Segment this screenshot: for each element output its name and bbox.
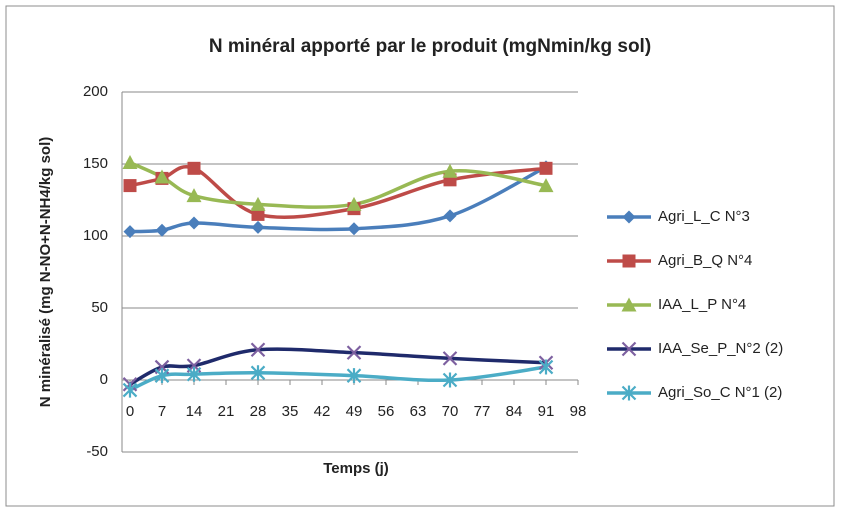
data-point [538, 359, 554, 375]
y-tick-label: 0 [100, 371, 108, 388]
legend-marker [622, 210, 636, 224]
y-tick-label: 100 [83, 227, 108, 244]
x-axis-title: Temps (j) [323, 460, 389, 477]
chart-title: N minéral apporté par le produit (mgNmin… [209, 36, 651, 57]
y-tick-label: 50 [91, 299, 108, 316]
x-tick-label: 84 [506, 403, 523, 420]
legend-label: Agri_So_C N°1 (2) [658, 384, 782, 401]
x-tick-label: 28 [250, 403, 267, 420]
data-point [346, 368, 362, 384]
data-point [154, 169, 170, 184]
legend-label: Agri_B_Q N°4 [658, 252, 752, 269]
x-tick-label: 49 [346, 403, 363, 420]
data-point [123, 179, 137, 193]
y-axis-title: N minéralisé (mg N-NO+N-NH4/kg sol) [37, 137, 54, 407]
data-point [346, 196, 362, 211]
x-tick-label: 14 [186, 403, 203, 420]
x-tick-label: 70 [442, 403, 459, 420]
data-point [539, 161, 553, 175]
data-point [538, 178, 554, 193]
x-tick-label: 91 [538, 403, 555, 420]
x-tick-label: 42 [314, 403, 331, 420]
data-point [442, 351, 458, 366]
data-point [186, 366, 202, 382]
data-point [251, 207, 265, 221]
x-tick-label: 63 [410, 403, 427, 420]
x-tick-label: 7 [158, 403, 166, 420]
x-tick-label: 77 [474, 403, 491, 420]
y-tick-label: -50 [86, 443, 108, 460]
data-point [187, 216, 201, 230]
data-point [250, 365, 266, 381]
data-point [122, 382, 138, 398]
legend-marker [621, 385, 637, 401]
data-point [123, 225, 137, 239]
data-point [187, 161, 201, 175]
legend-marker [621, 341, 637, 357]
data-point [250, 196, 266, 211]
legend-marker [622, 254, 636, 268]
data-point [347, 222, 361, 236]
legend-label: IAA_Se_P_N°2 (2) [658, 340, 783, 357]
data-point [443, 209, 457, 223]
data-point [250, 342, 266, 358]
x-tick-label: 21 [218, 403, 235, 420]
x-tick-label: 35 [282, 403, 299, 420]
data-point [346, 345, 362, 360]
data-point [442, 372, 458, 388]
data-point [442, 163, 458, 178]
legend-label: IAA_L_P N°4 [658, 296, 746, 313]
chart-border [5, 5, 835, 507]
data-point [251, 220, 265, 234]
legend-marker [621, 297, 637, 312]
x-tick-label: 0 [126, 403, 134, 420]
y-tick-label: 200 [83, 83, 108, 100]
data-point [186, 188, 202, 203]
data-point [154, 368, 170, 384]
data-point [155, 223, 169, 237]
x-tick-label: 56 [378, 403, 395, 420]
legend-label: Agri_L_C N°3 [658, 208, 750, 225]
data-point [122, 155, 138, 170]
y-tick-label: 150 [83, 155, 108, 172]
x-tick-label: 98 [570, 403, 587, 420]
